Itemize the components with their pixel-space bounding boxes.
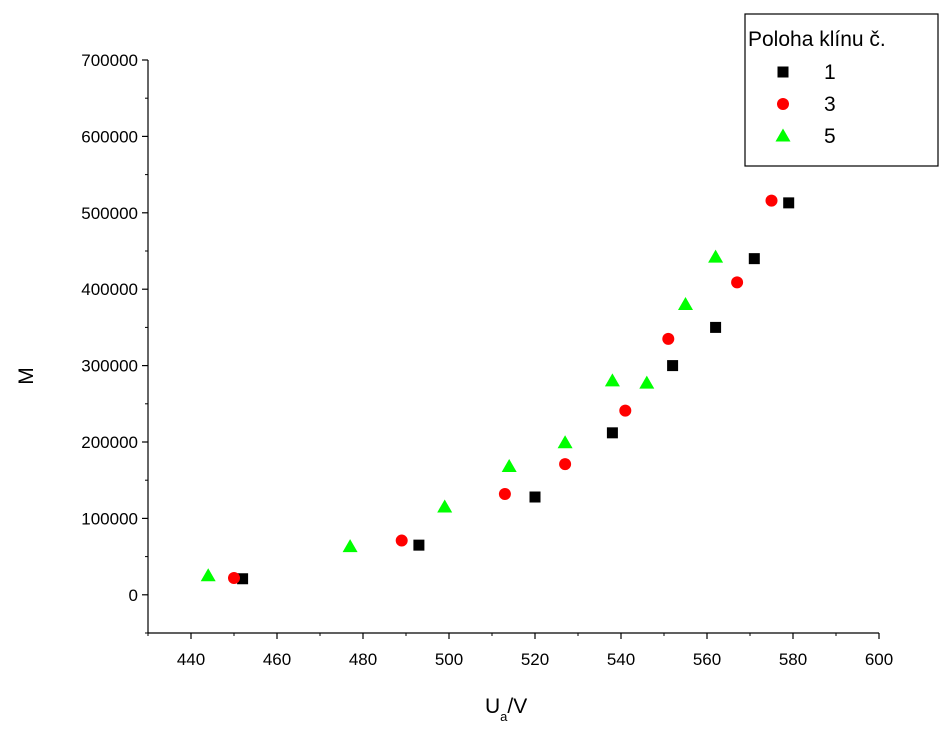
legend-marker-5	[775, 128, 791, 142]
data-point-series-1	[606, 427, 618, 439]
legend: Poloha klínu č. 1 3 5	[744, 13, 939, 167]
data-point-series-5	[437, 499, 453, 513]
legend-title: Poloha klínu č.	[748, 28, 886, 51]
x-axis-title-unit: /V	[507, 695, 527, 718]
data-point-series-3	[662, 332, 675, 345]
axes: 440 460 480 500 520 540 560 580 600 0 100000 20000…	[81, 51, 893, 669]
data-point-series-3	[228, 571, 240, 584]
y-tick-label: 600000	[81, 127, 138, 146]
x-tick-label: 520	[521, 650, 549, 669]
legend-label-3: 3	[824, 93, 836, 116]
data-point-series-1	[529, 491, 541, 503]
y-tick-label: 700000	[81, 51, 138, 70]
x-tick-label: 600	[865, 650, 893, 669]
legend-marker-1	[777, 66, 789, 78]
x-tick-label: 480	[349, 650, 377, 669]
data-point-series-5	[501, 458, 517, 472]
y-axis-title: M	[15, 367, 38, 385]
data-point-series-5	[639, 375, 655, 389]
data-point-series-1	[237, 573, 249, 585]
data-point-series-3	[619, 404, 632, 417]
x-axis-title-subscript: a	[500, 709, 508, 724]
y-tick-label: 300000	[81, 357, 138, 376]
data-point-series-3	[559, 458, 572, 471]
legend-label-5: 5	[824, 125, 836, 148]
data-point-series-1	[667, 360, 679, 372]
data-point-series-5	[678, 296, 693, 310]
y-tick-label: 100000	[81, 509, 138, 528]
x-ticks: 440 460 480 500 520 540 560 580 600	[147, 633, 893, 669]
x-axis-title: Ua/V	[485, 695, 527, 724]
x-tick-label: 440	[177, 650, 205, 669]
data-point-series-1	[413, 539, 425, 551]
legend-marker-3	[777, 98, 789, 110]
x-tick-label: 500	[435, 650, 463, 669]
y-tick-label: 400000	[81, 280, 138, 299]
data-point-series-3	[498, 487, 511, 500]
data-point-series-5	[342, 539, 358, 553]
x-tick-label: 460	[263, 650, 291, 669]
x-axis-title-main: U	[485, 695, 500, 718]
data-point-series-5	[200, 568, 216, 582]
data-point-series-5	[557, 435, 573, 449]
x-tick-label: 580	[779, 650, 807, 669]
x-tick-label: 560	[693, 650, 721, 669]
data-point-series-1	[783, 197, 795, 209]
data-point-series-3	[395, 534, 408, 547]
legend-label-1: 1	[824, 61, 836, 84]
y-ticks: 0 100000 200000 300000 400000 500000 600000 700…	[81, 51, 148, 634]
data-point-series-5	[604, 373, 620, 387]
data-point-series-1	[748, 253, 760, 265]
y-tick-label: 500000	[81, 204, 138, 223]
data-point-series-5	[708, 249, 724, 263]
x-tick-label: 540	[607, 650, 635, 669]
plot-points	[200, 194, 795, 585]
y-tick-label: 0	[129, 586, 138, 605]
legend-items: 1 3 5	[775, 61, 836, 148]
y-tick-label: 200000	[81, 433, 138, 452]
data-point-series-3	[765, 194, 778, 207]
data-point-series-1	[710, 321, 722, 333]
data-point-series-3	[731, 276, 744, 289]
